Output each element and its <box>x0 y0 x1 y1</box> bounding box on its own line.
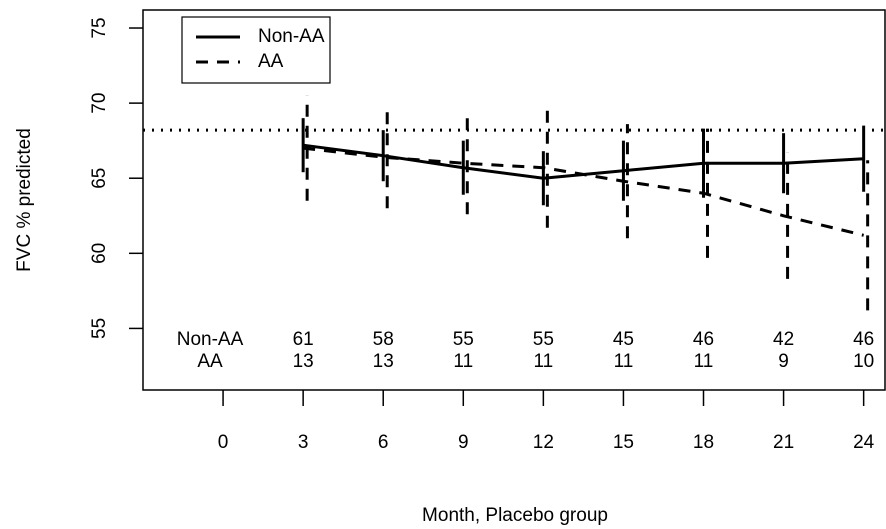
series-line <box>302 146 865 237</box>
y-tick-label: 55 <box>89 318 110 339</box>
count-value: 11 <box>453 351 473 372</box>
count-value: 11 <box>614 351 634 372</box>
count-value: 46 <box>853 329 874 350</box>
count-value: 45 <box>613 329 634 350</box>
count-value: 13 <box>373 351 394 372</box>
x-tick-label: 3 <box>298 432 309 453</box>
legend-label: AA <box>258 51 284 72</box>
legend-label: Non-AA <box>258 26 325 47</box>
y-tick-label: 60 <box>89 243 110 264</box>
count-value: 42 <box>773 329 794 350</box>
count-value: 11 <box>694 351 714 372</box>
count-value: 58 <box>373 329 394 350</box>
count-value: 9 <box>778 351 789 372</box>
y-axis-label: FVC % predicted <box>14 128 35 272</box>
y-tick-label: 75 <box>89 17 110 38</box>
x-tick-label: 24 <box>853 432 875 453</box>
count-row-label: AA <box>197 351 223 372</box>
x-tick-label: 12 <box>533 432 554 453</box>
count-value: 61 <box>293 329 314 350</box>
x-axis-label: Month, Placebo group <box>422 505 608 526</box>
count-value: 55 <box>453 329 474 350</box>
count-value: 10 <box>853 351 874 372</box>
legend-box <box>181 16 331 84</box>
count-value: 55 <box>533 329 554 350</box>
count-row-label: Non-AA <box>177 329 244 350</box>
x-tick-label: 0 <box>218 432 229 453</box>
x-tick-label: 6 <box>378 432 389 453</box>
count-value: 13 <box>293 351 314 372</box>
x-tick-label: 21 <box>773 432 794 453</box>
y-tick-label: 70 <box>89 93 110 114</box>
count-value: 11 <box>533 351 553 372</box>
x-tick-label: 15 <box>613 432 634 453</box>
count-value: 46 <box>693 329 714 350</box>
plot-box <box>142 9 886 391</box>
x-tick-label: 18 <box>693 432 714 453</box>
y-tick-label: 65 <box>89 168 110 189</box>
x-tick-label: 9 <box>458 432 469 453</box>
